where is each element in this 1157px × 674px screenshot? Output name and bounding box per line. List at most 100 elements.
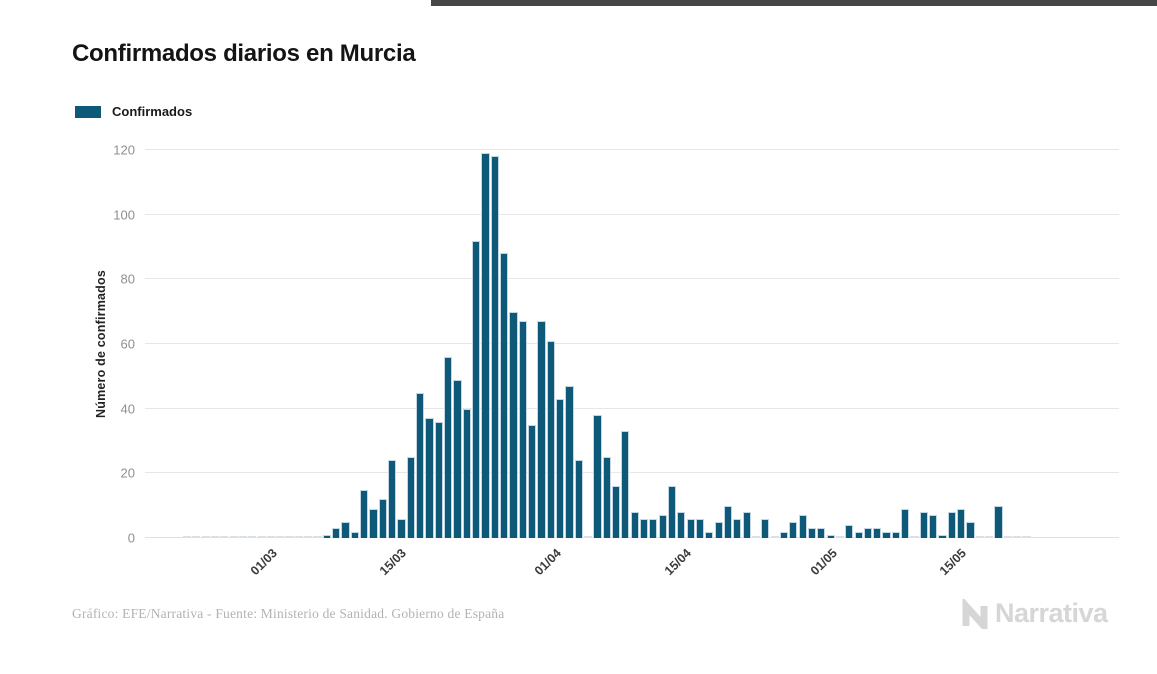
bar-slot [1013, 150, 1022, 538]
bar-slot [910, 150, 919, 538]
bar [192, 536, 201, 538]
bar-slot [444, 150, 453, 538]
bar-slot [518, 150, 527, 538]
bar-slot [285, 150, 294, 538]
bar-slot [360, 150, 369, 538]
bar [574, 460, 583, 538]
bar-slot [649, 150, 658, 538]
bar-slot [733, 150, 742, 538]
bar [1013, 536, 1022, 538]
bar [695, 518, 705, 538]
bar-slot [527, 150, 537, 538]
bar-slot [257, 150, 266, 538]
bar-slot [929, 150, 938, 538]
bar [518, 321, 527, 538]
bar [397, 518, 406, 538]
gridline-y-80 [145, 278, 1119, 280]
legend-item-confirmados[interactable]: Confirmados [75, 104, 192, 119]
bar [406, 457, 415, 538]
bar-slot [789, 150, 798, 538]
bar [416, 392, 425, 538]
bar [257, 536, 266, 538]
bar [882, 531, 891, 538]
bar-slot [574, 150, 583, 538]
bar-slot [509, 150, 518, 538]
bar [807, 528, 817, 538]
bar-slot [266, 150, 276, 538]
bar [826, 534, 835, 538]
x-axis-tick-label: 01/04 [531, 546, 564, 579]
bar [210, 536, 220, 538]
bar [220, 536, 229, 538]
bar-slot [882, 150, 891, 538]
bar-slot [238, 150, 248, 538]
bar-slot [817, 150, 826, 538]
bar-slot [145, 150, 154, 538]
gridline-y-20 [145, 472, 1119, 474]
bar [537, 321, 546, 538]
bar [182, 536, 192, 538]
bar-slot [416, 150, 425, 538]
bar [444, 356, 453, 538]
bar-slot [966, 150, 975, 538]
bar-slot [621, 150, 630, 538]
bar [621, 431, 630, 538]
bar-slot [332, 150, 341, 538]
bar-slot [779, 150, 789, 538]
x-axis-tick-label: 01/05 [807, 546, 840, 579]
bar-slot [854, 150, 863, 538]
bar [602, 457, 611, 538]
narrativa-logo-icon [962, 598, 988, 629]
bar [985, 536, 994, 538]
bar [313, 536, 322, 538]
bar [341, 521, 350, 538]
bar [966, 521, 975, 538]
y-axis-tick-label: 60 [120, 336, 135, 352]
y-axis-title: Número de confirmados [94, 270, 108, 418]
bar-slot [378, 150, 387, 538]
y-axis-tick-label: 80 [120, 271, 135, 287]
bar-slot [583, 150, 593, 538]
bar-slot [947, 150, 956, 538]
bar [509, 311, 518, 538]
x-axis-tick-label: 15/05 [937, 546, 970, 579]
bar-slot [714, 150, 723, 538]
bar-slot [565, 150, 574, 538]
narrativa-logo-text: Narrativa [995, 598, 1108, 628]
bar [472, 240, 481, 538]
gridline-y-60 [145, 343, 1119, 344]
source-credit: Gráfico: EFE/Narrativa - Fuente: Ministe… [72, 606, 505, 621]
bar [789, 521, 798, 538]
bar [667, 486, 677, 538]
bar [817, 528, 826, 538]
bar [350, 531, 359, 538]
bar-slot [537, 150, 546, 538]
bar [332, 528, 341, 538]
bar [733, 518, 742, 538]
bar [779, 531, 789, 538]
bar-slot [593, 150, 602, 538]
bar-slot [630, 150, 639, 538]
bar-slot [425, 150, 434, 538]
bar-slot [304, 150, 313, 538]
bar-slot [322, 150, 331, 538]
legend-swatch-icon [75, 105, 101, 118]
gridline-y-100 [145, 213, 1119, 215]
bar-slot [462, 150, 471, 538]
bar [891, 531, 900, 538]
bar [1003, 536, 1012, 538]
bar-slot [499, 150, 509, 538]
y-axis-tick-label: 40 [120, 401, 135, 417]
bar [639, 518, 649, 538]
bar-slot [658, 150, 667, 538]
bar [583, 536, 593, 538]
bar-slot [276, 150, 285, 538]
bar-slot [546, 150, 555, 538]
bar [360, 489, 369, 538]
bar [947, 512, 956, 538]
y-axis-tick-label: 120 [113, 142, 135, 158]
bar [901, 508, 910, 538]
gridline-y-120 [145, 149, 1119, 150]
bar-slot [611, 150, 621, 538]
bar-slot [164, 150, 173, 538]
